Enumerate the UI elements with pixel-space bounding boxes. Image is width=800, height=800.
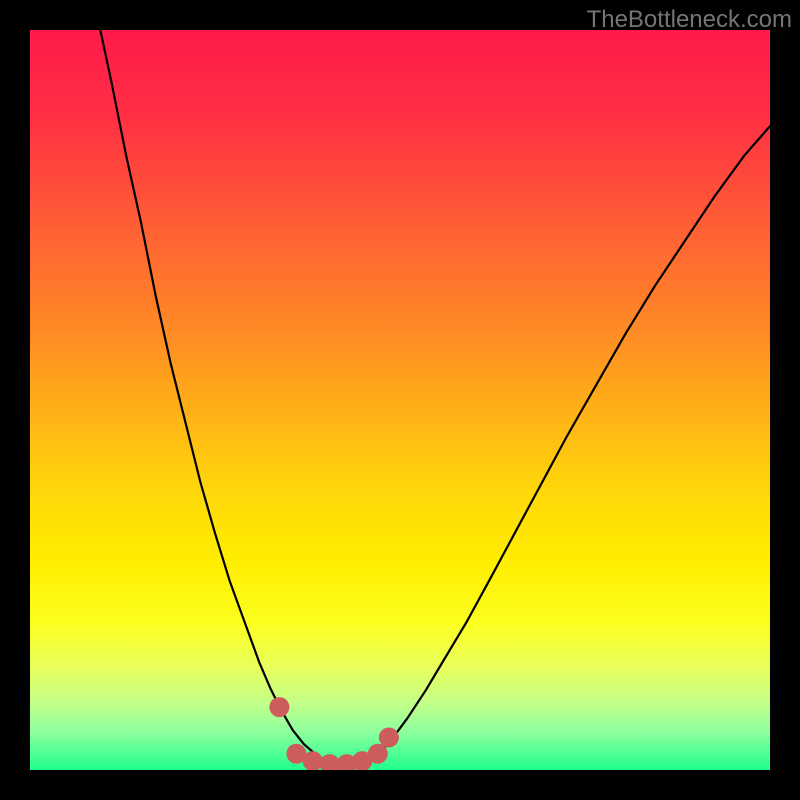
- bottleneck-curve-chart: [30, 30, 770, 770]
- plot-area: [30, 30, 770, 770]
- optimal-range-marker: [269, 697, 289, 717]
- optimal-range-marker: [368, 744, 388, 764]
- gradient-background: [30, 30, 770, 770]
- watermark-text: TheBottleneck.com: [587, 6, 792, 34]
- optimal-range-marker: [379, 727, 399, 747]
- chart-root: TheBottleneck.com: [0, 0, 800, 800]
